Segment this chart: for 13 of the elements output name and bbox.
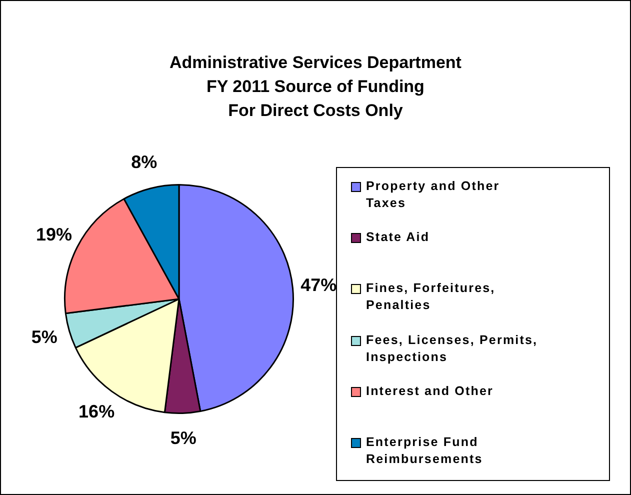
data-label: 47%: [300, 274, 337, 295]
data-label: 5%: [31, 327, 58, 348]
data-label: 5%: [170, 428, 196, 448]
legend-label: Enterprise Fund Reimbursements: [366, 434, 484, 468]
data-label: 16%: [78, 401, 115, 422]
legend-label: Fees, Licenses, Permits, Inspections: [366, 332, 539, 366]
legend-label: Interest and Other: [366, 382, 494, 400]
data-label: 8%: [131, 152, 158, 172]
legend-label: State Aid: [366, 229, 430, 246]
chart-title: Administrative Services Department FY 2011 Source of Funding For Direct Costs Only: [168, 52, 462, 122]
legend-label: Fines, Forfeitures, Penalties: [366, 280, 496, 314]
legend-label: Property and Other Taxes: [366, 178, 501, 212]
data-label: 19%: [36, 224, 72, 244]
